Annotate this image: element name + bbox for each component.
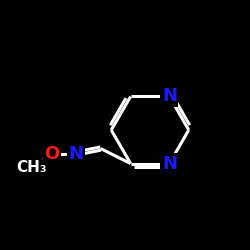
Text: O: O (44, 144, 60, 162)
Text: N: N (162, 154, 177, 172)
Text: N: N (68, 144, 83, 162)
Text: N: N (162, 88, 177, 106)
Text: CH₃: CH₃ (16, 160, 47, 175)
